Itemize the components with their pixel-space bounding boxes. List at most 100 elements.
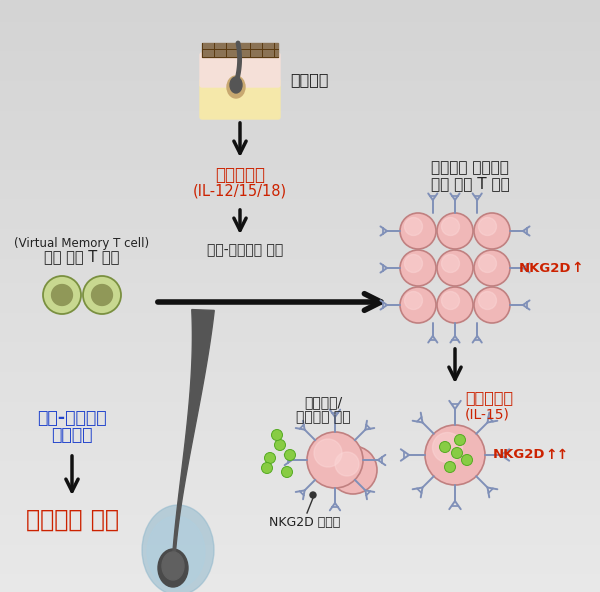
Bar [0, 513, 600, 518]
Circle shape [455, 435, 466, 446]
Bar [0, 350, 600, 355]
Bar [0, 163, 600, 168]
Circle shape [271, 430, 283, 440]
Circle shape [281, 466, 293, 478]
Text: 가상 기억 T 세포: 가상 기억 T 세포 [44, 249, 119, 265]
Bar [0, 59, 600, 64]
Bar [0, 266, 600, 271]
Text: ↑↑: ↑↑ [545, 448, 568, 462]
Bar [0, 148, 600, 153]
Bar [0, 582, 600, 587]
Text: 항원-비특이적 자극: 항원-비특이적 자극 [207, 243, 283, 257]
Bar [0, 360, 600, 365]
Bar [0, 271, 600, 276]
Bar [0, 449, 600, 454]
Bar [0, 469, 600, 474]
Bar [0, 326, 600, 330]
Bar [0, 523, 600, 528]
Bar [0, 330, 600, 336]
Bar [0, 128, 600, 133]
Bar [0, 99, 600, 104]
Bar [0, 10, 600, 15]
Text: (IL-12/15/18): (IL-12/15/18) [193, 184, 287, 198]
Circle shape [43, 276, 81, 314]
Bar [0, 311, 600, 316]
Circle shape [479, 217, 497, 236]
Text: NKG2D 리간드: NKG2D 리간드 [269, 516, 341, 529]
Text: 세포독성: 세포독성 [51, 426, 93, 444]
Bar [0, 54, 600, 59]
Circle shape [479, 291, 497, 310]
Ellipse shape [147, 516, 205, 588]
Bar [0, 256, 600, 262]
Bar [0, 202, 600, 207]
Bar [0, 0, 600, 5]
Bar [0, 108, 600, 114]
Bar [0, 410, 600, 414]
Circle shape [442, 291, 460, 310]
Bar [0, 301, 600, 306]
Circle shape [442, 217, 460, 236]
Bar [0, 192, 600, 197]
Bar [0, 20, 600, 25]
Bar [0, 424, 600, 429]
Bar [0, 321, 600, 326]
Text: NKG2D: NKG2D [493, 449, 545, 462]
Bar [0, 548, 600, 552]
Bar [0, 94, 600, 99]
Text: 항원-비특이적: 항원-비특이적 [37, 409, 107, 427]
Text: (IL-15): (IL-15) [465, 407, 510, 421]
Circle shape [445, 462, 455, 472]
Bar [0, 158, 600, 163]
Bar [0, 296, 600, 301]
Bar [0, 237, 600, 242]
Polygon shape [172, 310, 214, 570]
Circle shape [310, 492, 316, 498]
Circle shape [83, 276, 121, 314]
Bar [0, 64, 600, 69]
Bar [0, 276, 600, 281]
Bar [0, 385, 600, 390]
Bar [0, 281, 600, 286]
Circle shape [314, 439, 342, 467]
Bar [0, 222, 600, 227]
Bar [0, 104, 600, 108]
Bar [0, 316, 600, 321]
Bar [0, 528, 600, 533]
Bar [0, 232, 600, 237]
Bar [0, 49, 600, 54]
Bar [0, 365, 600, 370]
Bar [0, 306, 600, 311]
Bar [0, 79, 600, 84]
Bar [0, 577, 600, 582]
Bar [0, 345, 600, 350]
Bar [0, 168, 600, 173]
Bar [0, 484, 600, 488]
Bar [0, 178, 600, 182]
Bar [0, 5, 600, 10]
Bar [0, 429, 600, 434]
Text: 활성화된 세포독성: 활성화된 세포독성 [431, 160, 509, 175]
Circle shape [433, 433, 463, 462]
Bar [0, 464, 600, 469]
Bar [0, 15, 600, 20]
Bar [0, 138, 600, 143]
Bar [0, 587, 600, 592]
Circle shape [425, 425, 485, 485]
Circle shape [437, 287, 473, 323]
Bar [0, 118, 600, 123]
Bar [0, 454, 600, 459]
Bar [0, 395, 600, 400]
Ellipse shape [162, 552, 184, 580]
Bar [0, 182, 600, 188]
Bar [0, 414, 600, 419]
Bar [0, 25, 600, 30]
Bar [0, 84, 600, 89]
Circle shape [400, 250, 436, 286]
Bar [0, 336, 600, 340]
Bar [0, 493, 600, 498]
Bar [0, 444, 600, 449]
Bar [0, 543, 600, 548]
Circle shape [404, 217, 422, 236]
Bar [0, 355, 600, 360]
